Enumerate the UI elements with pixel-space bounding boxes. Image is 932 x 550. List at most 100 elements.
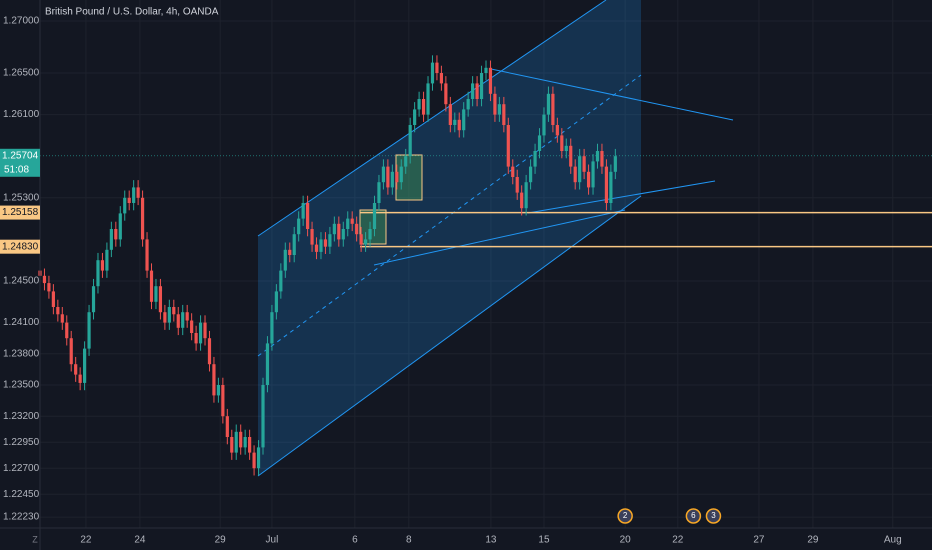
candle-body <box>600 151 604 167</box>
candle-body <box>337 223 341 240</box>
candle-body <box>368 229 372 240</box>
candle-body <box>69 338 73 365</box>
candle-body <box>248 437 252 453</box>
candle-body <box>279 270 283 292</box>
candle-body <box>529 166 533 183</box>
candle-body <box>542 114 546 136</box>
candle-body <box>51 291 55 308</box>
candle-body <box>328 234 332 247</box>
candle-body <box>123 197 127 214</box>
candle-body <box>154 286 158 302</box>
candle-body <box>355 223 359 235</box>
candle-body <box>448 104 452 126</box>
candle-body <box>83 348 87 383</box>
x-tick-label: 15 <box>538 535 550 546</box>
chart-title: British Pound / U.S. Dollar, 4h, OANDA <box>45 7 219 18</box>
candle-body <box>609 171 613 204</box>
candle-body <box>578 156 582 183</box>
candle-body <box>230 437 234 453</box>
candle-body <box>100 260 105 271</box>
candle-body <box>377 182 381 204</box>
candle-body <box>457 119 461 131</box>
candle-body <box>252 452 256 469</box>
candle-body <box>319 239 323 252</box>
candle-body <box>520 192 524 209</box>
event-count: 6 <box>691 511 696 520</box>
candle-body <box>462 109 466 131</box>
event-icon <box>685 508 702 524</box>
trend-line <box>490 68 734 121</box>
event-count: 2 <box>623 511 628 520</box>
y-tick-label: 1.23500 <box>3 380 40 391</box>
candle-body <box>256 447 261 469</box>
candle-body <box>292 234 296 256</box>
candle-body <box>390 171 394 188</box>
candle-body <box>471 83 475 100</box>
candle-body <box>533 151 537 167</box>
candle-body <box>167 307 171 323</box>
candle-body <box>430 62 435 84</box>
candle-body <box>301 203 305 219</box>
y-tick-label: 1.24100 <box>3 317 40 328</box>
candle-body <box>569 145 573 167</box>
candle-body <box>87 312 91 349</box>
candle-body <box>207 338 212 365</box>
candle-body <box>270 312 274 344</box>
candle-body <box>56 307 60 315</box>
candle-body <box>493 93 497 115</box>
countdown-label: 51:08 <box>4 164 29 175</box>
axis-corner-label: Z <box>32 534 38 544</box>
y-tick-label: 1.23200 <box>3 411 40 422</box>
candle-body <box>288 249 292 256</box>
y-tick-label: 1.22950 <box>3 437 40 448</box>
candle-body <box>564 145 568 152</box>
candle-body <box>216 385 220 396</box>
y-tick-label: 1.22700 <box>3 463 40 474</box>
candle-body <box>74 364 78 375</box>
candle-body <box>47 283 51 292</box>
candle-body <box>261 385 265 448</box>
candle-body <box>149 270 154 302</box>
candle-body <box>546 93 551 115</box>
candle-body <box>613 156 617 172</box>
candle-body <box>172 307 176 315</box>
candle-body <box>158 286 163 313</box>
candle-body <box>185 312 189 321</box>
x-tick-label: 24 <box>134 535 146 546</box>
level-label: 1.25158 <box>2 207 39 218</box>
candle-body <box>484 67 488 74</box>
candle-body <box>60 314 64 323</box>
candle-body <box>435 62 439 74</box>
trend-line <box>373 209 626 266</box>
candle-body <box>306 203 310 230</box>
x-tick-label: Aug <box>884 535 902 546</box>
axes: 1.27000 1.26500 1.26100 1.25300 1.24500 1.241… <box>0 16 902 546</box>
x-tick-label: 13 <box>485 535 497 546</box>
candle-body <box>537 135 542 152</box>
candle-body <box>265 343 270 386</box>
candle-body <box>190 320 194 334</box>
y-tick-label: 1.22230 <box>3 512 40 523</box>
candle-body <box>359 234 363 245</box>
candle-body <box>524 182 528 209</box>
candle-body <box>453 119 457 126</box>
trend-line <box>527 180 716 214</box>
candle-body <box>386 166 390 188</box>
candle-body <box>181 312 185 328</box>
event-icon <box>617 508 633 524</box>
candle-body <box>114 229 118 240</box>
candle-body <box>42 275 47 284</box>
candle-body <box>426 83 430 115</box>
x-tick-label: Jul <box>266 535 279 546</box>
candle-body <box>203 322 207 339</box>
candle-body <box>444 83 448 105</box>
candle-body <box>109 229 113 250</box>
x-tick-label: 6 <box>352 535 358 546</box>
candle-body <box>163 312 167 323</box>
candle-body <box>399 166 403 183</box>
level-label-box <box>0 239 40 254</box>
candle-body <box>586 171 591 188</box>
y-tick-label: 1.27000 <box>3 16 40 27</box>
level-label: 1.24830 <box>2 241 39 252</box>
